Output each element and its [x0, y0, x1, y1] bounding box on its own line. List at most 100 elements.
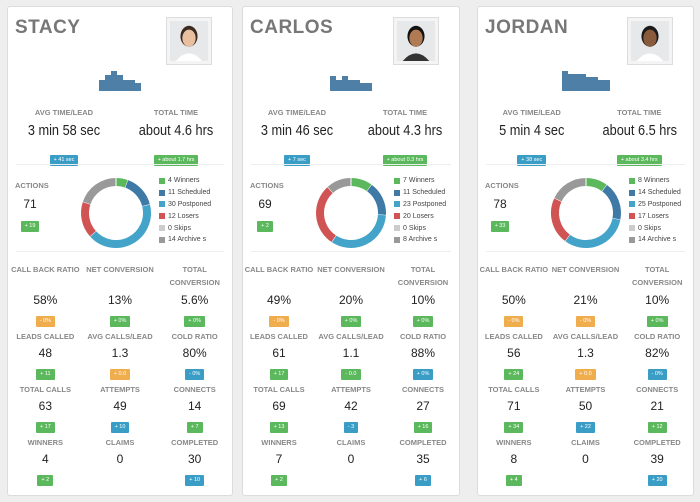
legend-item[interactable]: 14 Archive s: [629, 234, 681, 246]
legend-item[interactable]: 8 Archive s: [394, 234, 446, 246]
legend-item[interactable]: 11 Scheduled: [394, 187, 446, 199]
donut-segment[interactable]: [366, 184, 386, 216]
stat-value: 69: [272, 399, 286, 413]
activity-bar: [585, 77, 592, 91]
avg-time-delta-badge: + 7 sec: [284, 155, 310, 166]
legend-item[interactable]: 0 Skips: [159, 222, 211, 234]
stat-net-conversion: NET CONVERSION 13% + 0%: [83, 263, 158, 330]
stat-value: 50%: [501, 293, 526, 307]
stat-cold-ratio: COLD RATIO 82% - 0%: [621, 330, 693, 383]
stat-value: 48: [38, 346, 52, 360]
legend-item[interactable]: 30 Postponed: [159, 199, 211, 211]
donut-segment[interactable]: [331, 214, 386, 248]
avg-time-label: AVG TIME/LEAD: [34, 108, 94, 117]
legend-label: 0 Skips: [403, 224, 426, 232]
stat-claims: CLAIMS 0: [83, 436, 158, 489]
stat-delta-badge: + 0%: [412, 316, 434, 327]
stat-claims: CLAIMS 0: [315, 436, 387, 489]
legend-item[interactable]: 14 Archive s: [159, 234, 211, 246]
donut-segment[interactable]: [89, 204, 151, 248]
legend-item[interactable]: 14 Scheduled: [629, 187, 681, 199]
stat-cold-ratio: COLD RATIO 88% + 0%: [387, 330, 459, 383]
donut-segment[interactable]: [554, 178, 587, 202]
donut-segment[interactable]: [350, 178, 372, 192]
activity-bar: [342, 76, 348, 91]
stat-label: TOTAL CALLS: [253, 385, 305, 394]
stat-delta-badge: - 0%: [647, 369, 667, 380]
avg-time-label: AVG TIME/LEAD: [502, 108, 561, 117]
stat-value: 21%: [573, 293, 598, 307]
legend-item[interactable]: 11 Scheduled: [159, 187, 211, 199]
stat-label: CLAIMS: [336, 438, 366, 447]
actions-value: 69: [258, 197, 272, 211]
legend-item[interactable]: 20 Losers: [394, 210, 446, 222]
stat-avg-calls-lead: AVG CALLS/LEAD 1.3 + 0.0: [83, 330, 158, 383]
legend-item[interactable]: 12 Losers: [159, 210, 211, 222]
stat-delta-badge: + 34: [504, 422, 524, 433]
total-time-label: TOTAL TIME: [382, 108, 428, 117]
donut-segment[interactable]: [125, 180, 150, 207]
agent-card-stacy: STACY AVG TIME/LEAD TOTAL TIME 3 min 58 …: [7, 6, 233, 496]
stat-leads-called: LEADS CALLED 61 + 17: [243, 330, 315, 383]
stat-value: 8: [510, 452, 518, 466]
stat-delta-badge: + 22: [576, 422, 595, 433]
legend-item[interactable]: 25 Postponed: [629, 199, 681, 211]
stat-delta-badge: - 0%: [35, 316, 55, 327]
stat-value: 1.3: [577, 346, 594, 360]
stat-label: CALL BACK RATIO: [479, 265, 549, 274]
stat-label: CONNECTS: [636, 385, 679, 394]
stat-label: LEADS CALLED: [16, 332, 75, 341]
stat-value: 39: [650, 452, 664, 466]
stat-value: 56: [507, 346, 521, 360]
avg-time-label: AVG TIME/LEAD: [267, 108, 327, 117]
stat-value: 10%: [645, 293, 670, 307]
donut-segment[interactable]: [602, 185, 621, 220]
legend-swatch: [159, 213, 165, 220]
donut-segment[interactable]: [82, 178, 117, 205]
stat-label: COLD RATIO: [399, 332, 447, 341]
stat-label: CALL BACK RATIO: [11, 265, 80, 274]
legend-label: 30 Postponed: [168, 200, 212, 208]
donut-segment[interactable]: [551, 197, 570, 241]
actions-delta-badge: + 33: [490, 221, 510, 232]
stat-delta-badge: - 3: [343, 422, 359, 433]
stat-attempts: ATTEMPTS 49 + 10: [83, 383, 158, 436]
avg-time-delta-badge: + 41 sec: [49, 155, 79, 166]
legend-item[interactable]: 7 Winners: [394, 175, 446, 187]
stat-label: CALL BACK RATIO: [244, 265, 314, 274]
stat-delta-badge: - 0%: [575, 316, 596, 327]
actions-donut-chart: [81, 177, 152, 248]
donut-segment[interactable]: [115, 178, 129, 188]
legend-item[interactable]: 0 Skips: [629, 222, 681, 234]
donut-segment[interactable]: [564, 218, 621, 248]
donut-segment[interactable]: [81, 201, 97, 237]
stat-delta-badge: + 10: [110, 422, 130, 433]
legend-item[interactable]: 17 Losers: [629, 210, 681, 222]
activity-bar: [366, 83, 372, 91]
actions-delta-badge: + 19: [20, 221, 40, 232]
agent-avatar: [166, 17, 212, 65]
agent-avatar: [627, 17, 673, 65]
stat-label: TOTAL CALLS: [19, 385, 71, 394]
legend-item[interactable]: 4 Winners: [159, 175, 211, 187]
stat-label: ATTEMPTS: [100, 385, 140, 394]
divider: [16, 164, 224, 165]
legend-swatch: [159, 236, 165, 243]
activity-bar: [135, 83, 141, 91]
donut-segment[interactable]: [327, 178, 352, 194]
stat-delta-badge: + 2: [37, 475, 54, 486]
legend-item[interactable]: 23 Postponed: [394, 199, 446, 211]
legend-item[interactable]: 8 Winners: [629, 175, 681, 187]
donut-segment[interactable]: [585, 178, 608, 192]
stat-delta-badge: + 6: [415, 475, 431, 486]
stat-label: CONNECTS: [173, 385, 216, 394]
activity-bar: [561, 71, 568, 91]
stat-delta-badge: + 0%: [412, 369, 434, 380]
stat-label: COLD RATIO: [171, 332, 218, 341]
legend-item[interactable]: 0 Skips: [394, 222, 446, 234]
stat-label: WINNERS: [27, 438, 64, 447]
legend-swatch: [159, 177, 165, 184]
donut-segment[interactable]: [316, 186, 337, 243]
legend-label: 0 Skips: [168, 224, 191, 232]
stat-delta-badge: + 13: [269, 422, 289, 433]
